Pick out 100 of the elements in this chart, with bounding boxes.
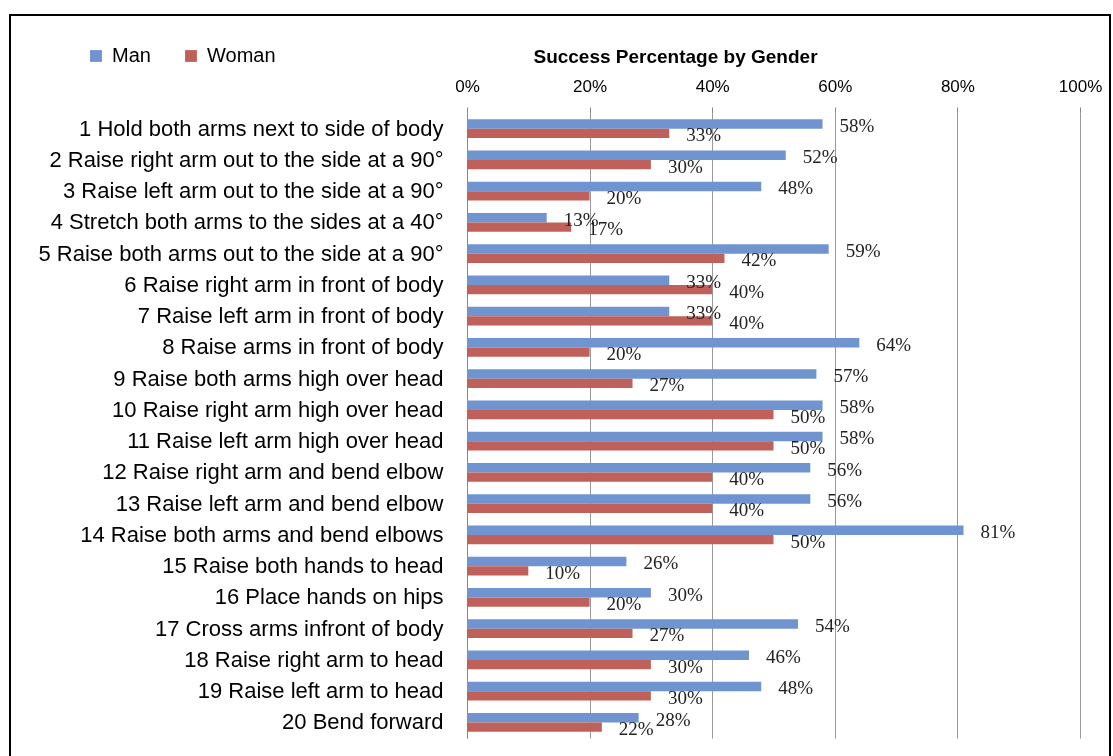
y-tick-label: 15 Raise both hands to head [162, 553, 444, 579]
data-label: 50% [790, 436, 826, 458]
bar [467, 556, 627, 567]
bar [467, 525, 964, 535]
y-tick-label: 19 Raise left arm to head [197, 678, 444, 704]
bar [467, 441, 774, 451]
y-tick-label: 18 Raise right arm to head [184, 646, 444, 672]
bar [467, 722, 602, 732]
data-label: 27% [649, 374, 685, 396]
bar [467, 691, 651, 701]
legend-label: Woman [207, 44, 276, 66]
bar [467, 503, 713, 513]
data-label: 48% [778, 677, 814, 699]
x-tick-label: 40% [695, 76, 730, 96]
bar [467, 150, 786, 160]
data-label: 27% [649, 624, 685, 646]
bar [467, 534, 774, 545]
bar [467, 494, 811, 504]
bar [467, 463, 811, 473]
data-label: 40% [729, 499, 765, 521]
x-tick-label: 0% [455, 76, 480, 96]
bar [467, 244, 829, 254]
bar [467, 275, 670, 285]
y-tick-label: 17 Cross arms infront of body [154, 615, 444, 641]
bar [467, 566, 529, 576]
bar [467, 588, 651, 598]
data-label: 40% [729, 280, 765, 302]
data-label: 48% [778, 177, 814, 199]
data-label: 40% [729, 468, 765, 490]
bar [467, 128, 670, 138]
bar [467, 253, 725, 263]
y-tick-label: 4 Stretch both arms to the sides at a 40° [50, 209, 444, 235]
data-label: 28% [655, 708, 691, 730]
y-tick-label: 5 Raise both arms out to the side at a 90° [38, 240, 444, 266]
data-label: 52% [802, 146, 838, 168]
data-label: 22% [618, 718, 654, 740]
bar [467, 431, 823, 442]
bar [467, 338, 860, 348]
data-label: 20% [606, 593, 642, 615]
data-label: 26% [643, 552, 679, 574]
chart-title: Success Percentage by Gender [533, 46, 819, 67]
y-tick-label: 7 Raise left arm in front of body [137, 303, 444, 329]
data-label: 20% [606, 186, 642, 208]
y-tick-label: 20 Bend forward [282, 709, 444, 735]
bar [467, 159, 651, 170]
y-tick-label: 9 Raise both arms high over head [113, 365, 444, 391]
data-label: 30% [667, 583, 703, 605]
bar [467, 400, 823, 410]
data-label: 58% [839, 114, 875, 136]
bar [467, 597, 590, 607]
data-label: 54% [815, 614, 851, 636]
x-tick-label: 60% [818, 76, 853, 96]
y-tick-label: 13 Raise left arm and bend elbow [115, 490, 444, 516]
data-label: 50% [790, 405, 826, 427]
data-label: 59% [845, 239, 881, 261]
bar [467, 119, 823, 129]
data-label: 46% [765, 646, 801, 668]
y-tick-label: 11 Raise left arm high over head [127, 428, 444, 454]
data-label: 10% [545, 561, 581, 583]
x-tick-label: 80% [940, 76, 975, 96]
bar [467, 378, 633, 388]
data-label: 30% [667, 686, 703, 708]
bar [467, 213, 547, 223]
y-tick-label: 12 Raise right arm and bend elbow [102, 459, 444, 485]
data-label: 30% [667, 155, 703, 177]
bar [467, 369, 817, 379]
bar [467, 659, 651, 670]
bar [467, 713, 639, 723]
data-label: 42% [741, 249, 777, 271]
y-tick-label: 1 Hold both arms next to side of body [79, 115, 444, 141]
data-label: 57% [833, 364, 869, 386]
bar [467, 650, 749, 660]
data-label: 33% [686, 124, 722, 146]
data-label: 58% [839, 427, 875, 449]
y-tick-label: 10 Raise right arm high over head [112, 396, 444, 422]
bar [467, 681, 762, 692]
data-label: 50% [790, 530, 826, 552]
y-tick-label: 6 Raise right arm in front of body [124, 271, 444, 297]
bar [467, 306, 670, 317]
data-label: 30% [667, 655, 703, 677]
y-tick-label: 8 Raise arms in front of body [162, 334, 444, 360]
y-tick-label: 2 Raise right arm out to the side at a 90° [49, 146, 444, 172]
data-label: 20% [606, 343, 642, 365]
data-label: 58% [839, 396, 875, 418]
data-label: 40% [729, 311, 765, 333]
y-tick-label: 14 Raise both arms and bend elbows [80, 521, 444, 547]
bar [467, 619, 799, 629]
y-tick-label: 16 Place hands on hips [214, 584, 444, 610]
x-tick-label: 100% [1058, 76, 1103, 96]
bar [467, 191, 590, 201]
data-label: 56% [827, 458, 863, 480]
data-label: 81% [980, 521, 1016, 543]
data-label: 64% [876, 333, 912, 355]
y-tick-label: 3 Raise left arm out to the side at a 90° [62, 178, 444, 204]
bar [467, 181, 762, 192]
bar [467, 409, 774, 420]
data-label: 56% [827, 489, 863, 511]
bar [467, 472, 713, 482]
legend-label: Man [112, 44, 151, 66]
bar [467, 628, 633, 638]
